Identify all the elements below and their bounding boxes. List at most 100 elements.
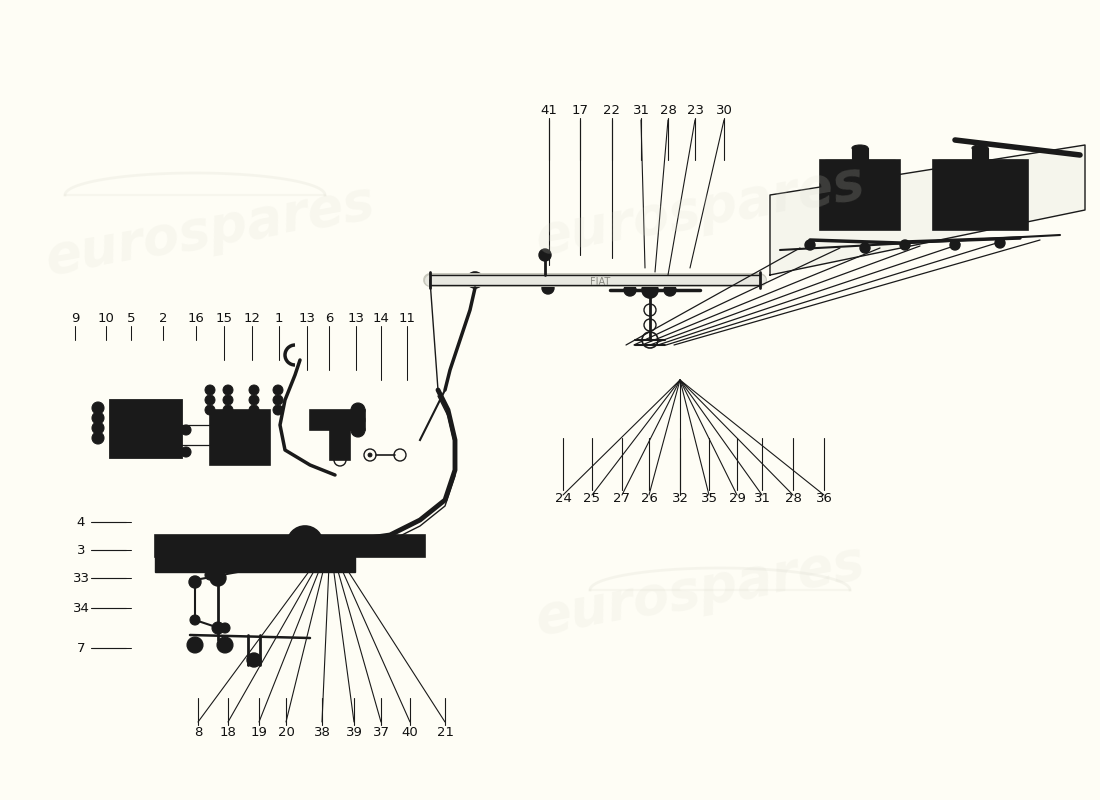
- Circle shape: [220, 420, 230, 430]
- Text: 21: 21: [437, 726, 453, 739]
- Text: 18: 18: [220, 726, 236, 739]
- Circle shape: [212, 622, 224, 634]
- Circle shape: [368, 453, 372, 457]
- Circle shape: [205, 405, 214, 415]
- Text: 11: 11: [398, 311, 416, 325]
- Text: 26: 26: [640, 491, 658, 505]
- Text: 31: 31: [754, 491, 770, 505]
- Circle shape: [95, 435, 101, 441]
- Text: 41: 41: [540, 103, 558, 117]
- Text: 4: 4: [77, 515, 85, 529]
- Bar: [933, 160, 1028, 230]
- Circle shape: [273, 405, 283, 415]
- Text: 31: 31: [632, 103, 649, 117]
- Text: 17: 17: [572, 103, 588, 117]
- Circle shape: [223, 385, 233, 395]
- Circle shape: [864, 177, 880, 193]
- Circle shape: [891, 196, 899, 204]
- Circle shape: [351, 423, 365, 437]
- Text: 2: 2: [158, 311, 167, 325]
- Circle shape: [900, 240, 910, 250]
- Circle shape: [223, 405, 233, 415]
- Circle shape: [92, 402, 104, 414]
- Circle shape: [95, 405, 101, 411]
- Circle shape: [960, 177, 976, 193]
- Circle shape: [95, 415, 101, 421]
- Circle shape: [934, 196, 942, 204]
- Bar: [310, 410, 365, 430]
- Circle shape: [249, 395, 258, 405]
- Text: 32: 32: [671, 491, 689, 505]
- Circle shape: [984, 177, 1000, 193]
- Text: 24: 24: [554, 491, 571, 505]
- Circle shape: [351, 403, 365, 417]
- Circle shape: [978, 171, 1006, 199]
- Bar: [938, 160, 1023, 183]
- Circle shape: [297, 536, 313, 552]
- Circle shape: [220, 447, 230, 457]
- Bar: [852, 148, 868, 160]
- Text: 1: 1: [275, 311, 284, 325]
- Text: 16: 16: [188, 311, 205, 325]
- Text: 28: 28: [784, 491, 802, 505]
- Circle shape: [346, 412, 358, 424]
- Circle shape: [805, 240, 815, 250]
- Circle shape: [468, 272, 483, 288]
- Circle shape: [253, 447, 263, 457]
- Circle shape: [664, 284, 676, 296]
- Circle shape: [92, 422, 104, 434]
- Text: 12: 12: [243, 311, 261, 325]
- Text: 40: 40: [402, 726, 418, 739]
- Text: 14: 14: [373, 311, 389, 325]
- Text: 20: 20: [277, 726, 295, 739]
- Circle shape: [182, 447, 191, 457]
- Circle shape: [860, 243, 870, 253]
- Text: 27: 27: [614, 491, 630, 505]
- Circle shape: [302, 541, 308, 547]
- Text: 30: 30: [716, 103, 733, 117]
- Polygon shape: [770, 145, 1085, 275]
- Circle shape: [471, 276, 478, 284]
- Circle shape: [954, 171, 982, 199]
- Bar: [155, 535, 425, 557]
- Circle shape: [95, 425, 101, 431]
- Bar: [330, 430, 350, 460]
- Circle shape: [858, 171, 886, 199]
- Circle shape: [248, 653, 261, 667]
- Bar: [155, 557, 355, 572]
- Text: eurospares: eurospares: [531, 155, 869, 265]
- Text: 29: 29: [728, 491, 746, 505]
- Text: eurospares: eurospares: [531, 535, 869, 645]
- Text: 23: 23: [686, 103, 704, 117]
- Circle shape: [834, 171, 862, 199]
- Bar: [110, 400, 182, 458]
- Text: 6: 6: [324, 311, 333, 325]
- Text: 13: 13: [298, 311, 316, 325]
- Circle shape: [182, 425, 191, 435]
- Circle shape: [891, 218, 899, 226]
- Circle shape: [934, 218, 942, 226]
- Text: eurospares: eurospares: [42, 175, 378, 285]
- Text: 34: 34: [73, 602, 89, 614]
- Circle shape: [542, 282, 554, 294]
- Ellipse shape: [852, 145, 868, 151]
- Text: 8: 8: [194, 726, 202, 739]
- Circle shape: [351, 413, 365, 427]
- Circle shape: [169, 409, 179, 419]
- Bar: [972, 148, 988, 160]
- Text: 22: 22: [604, 103, 620, 117]
- Text: 35: 35: [701, 491, 717, 505]
- Circle shape: [205, 395, 214, 405]
- Text: 36: 36: [815, 491, 833, 505]
- Circle shape: [191, 641, 199, 649]
- Circle shape: [273, 395, 283, 405]
- Circle shape: [840, 177, 856, 193]
- Text: 28: 28: [660, 103, 676, 117]
- Circle shape: [217, 637, 233, 653]
- Circle shape: [223, 395, 233, 405]
- Circle shape: [249, 405, 258, 415]
- Text: 9: 9: [70, 311, 79, 325]
- Circle shape: [116, 439, 125, 449]
- Text: 10: 10: [98, 311, 114, 325]
- Bar: [820, 160, 900, 230]
